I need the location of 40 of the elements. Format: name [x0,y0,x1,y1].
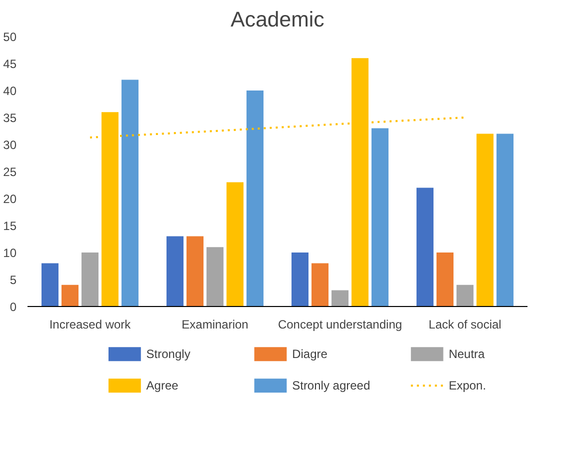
bar [292,252,308,306]
y-tick-label: 5 [10,273,17,287]
x-tick-label: Examinarion [182,318,248,332]
bar [246,90,264,306]
y-tick-label: 50 [3,30,17,44]
bar [42,263,58,306]
y-tick-label: 45 [3,57,17,71]
legend-label: Stronly agreed [292,378,370,393]
y-tick-label: 10 [3,246,17,260]
bar [436,252,454,306]
legend-label: Diagre [292,347,328,362]
y-tick-label: 15 [3,219,17,233]
legend-label: Strongly [146,347,190,362]
bar [332,290,348,306]
y-tick-label: 25 [3,165,17,179]
bar [82,252,98,306]
bar [206,247,224,306]
bar [476,134,494,306]
x-tick-label: Concept understanding [278,318,402,332]
bar [456,284,474,306]
x-tick-label: Lack of social [428,318,502,332]
chart-title: Academic [230,8,325,32]
bar [166,236,184,306]
bar [122,80,138,306]
bar [186,236,204,306]
bar [312,263,328,306]
bar [226,182,244,306]
bar [416,188,434,306]
legend-label: Neutra [448,347,486,362]
y-tick-label: 35 [3,111,17,125]
y-tick-label: 30 [3,138,17,152]
bar [372,128,388,306]
y-tick-label: 40 [3,84,17,98]
legend-label: Expon. [448,378,486,393]
x-tick-label: Increased work [49,318,132,332]
legend-label: Agree [146,378,179,393]
y-tick-label: 20 [3,192,17,206]
bar [496,134,514,306]
bar [62,284,78,306]
y-tick-label: 0 [10,300,17,314]
